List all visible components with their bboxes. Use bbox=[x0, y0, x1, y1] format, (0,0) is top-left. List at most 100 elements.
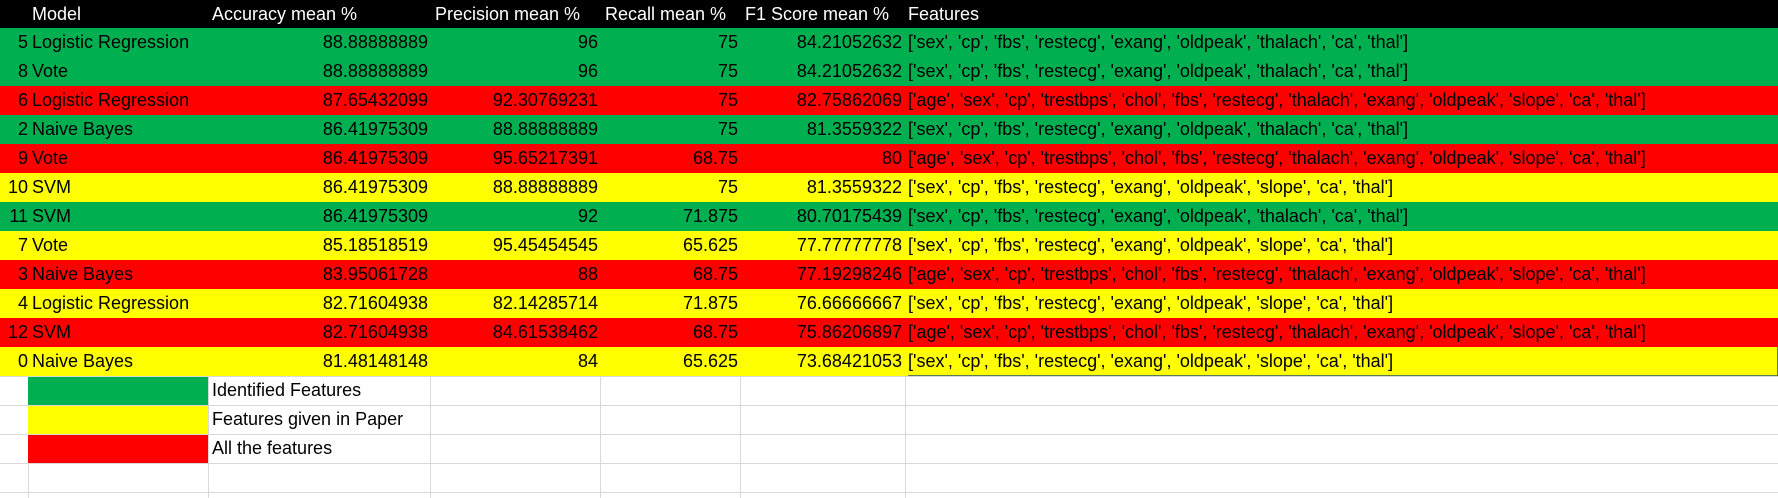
accuracy-cell[interactable]: 82.71604938 bbox=[322, 322, 428, 342]
header-row: Model Accuracy mean % Precision mean % R… bbox=[0, 0, 1778, 28]
model-cell[interactable]: Naive Bayes bbox=[32, 119, 134, 139]
row-index-cell[interactable]: 4 bbox=[17, 293, 28, 313]
legend-swatch-red bbox=[28, 435, 208, 463]
model-cell[interactable]: Vote bbox=[32, 148, 69, 168]
recall-cell[interactable]: 68.75 bbox=[692, 264, 738, 284]
precision-cell[interactable]: 92.30769231 bbox=[492, 90, 598, 110]
legend-label-all: All the features bbox=[212, 438, 333, 458]
accuracy-cell[interactable]: 81.48148148 bbox=[322, 351, 428, 371]
row-index-cell[interactable]: 11 bbox=[9, 206, 28, 226]
row-index-cell[interactable]: 6 bbox=[17, 90, 28, 110]
accuracy-cell[interactable]: 86.41975309 bbox=[322, 206, 428, 226]
recall-cell[interactable]: 75 bbox=[717, 61, 738, 81]
accuracy-cell[interactable]: 86.41975309 bbox=[322, 148, 428, 168]
precision-cell[interactable]: 92 bbox=[577, 206, 598, 226]
features-cell[interactable]: ['age', 'sex', 'cp', 'trestbps', 'chol',… bbox=[908, 264, 1646, 284]
precision-cell[interactable]: 96 bbox=[577, 61, 598, 81]
features-cell[interactable]: ['sex', 'cp', 'fbs', 'restecg', 'exang',… bbox=[908, 32, 1409, 52]
row-index-cell[interactable]: 0 bbox=[17, 351, 28, 371]
row-index-cell[interactable]: 2 bbox=[17, 119, 28, 139]
model-cell[interactable]: Naive Bayes bbox=[32, 351, 134, 371]
precision-cell[interactable]: 95.65217391 bbox=[492, 148, 598, 168]
f1-cell[interactable]: 73.68421053 bbox=[796, 351, 902, 371]
recall-cell[interactable]: 75 bbox=[717, 32, 738, 52]
model-cell[interactable]: Naive Bayes bbox=[32, 264, 134, 284]
model-cell[interactable]: Logistic Regression bbox=[32, 32, 190, 52]
table-row: 5 Logistic Regression 88.88888889 96 75 84.21… bbox=[0, 28, 1778, 57]
precision-cell[interactable]: 88.88888889 bbox=[492, 119, 598, 139]
row-index-cell[interactable]: 9 bbox=[17, 148, 28, 168]
recall-cell[interactable]: 75 bbox=[717, 177, 738, 197]
header-accuracy[interactable]: Accuracy mean % bbox=[212, 4, 358, 24]
model-cell[interactable]: SVM bbox=[32, 206, 72, 226]
row-index-cell[interactable]: 3 bbox=[17, 264, 28, 284]
features-cell[interactable]: ['sex', 'cp', 'fbs', 'restecg', 'exang',… bbox=[908, 347, 1778, 376]
model-cell[interactable]: Vote bbox=[32, 61, 69, 81]
model-cell[interactable]: Logistic Regression bbox=[32, 293, 190, 313]
table-row: 8 Vote 88.88888889 96 75 84.21052632 ['sex', '… bbox=[0, 57, 1778, 86]
header-features[interactable]: Features bbox=[908, 4, 980, 24]
header-precision[interactable]: Precision mean % bbox=[435, 4, 581, 24]
f1-cell[interactable]: 77.19298246 bbox=[796, 264, 902, 284]
f1-cell[interactable]: 81.3559322 bbox=[806, 119, 902, 139]
row-index-cell[interactable]: 7 bbox=[17, 235, 28, 255]
recall-cell[interactable]: 75 bbox=[717, 90, 738, 110]
model-cell[interactable]: Vote bbox=[32, 235, 69, 255]
header-model[interactable]: Model bbox=[32, 4, 82, 24]
f1-cell[interactable]: 75.86206897 bbox=[796, 322, 902, 342]
precision-cell[interactable]: 84 bbox=[577, 351, 598, 371]
row-index-cell[interactable]: 10 bbox=[7, 177, 28, 197]
f1-cell[interactable]: 76.66666667 bbox=[796, 293, 902, 313]
precision-cell[interactable]: 88.88888889 bbox=[492, 177, 598, 197]
table-row: 7 Vote 85.18518519 95.45454545 65.625 77.7777… bbox=[0, 231, 1778, 260]
features-cell[interactable]: ['sex', 'cp', 'fbs', 'restecg', 'exang',… bbox=[908, 119, 1409, 139]
header-recall[interactable]: Recall mean % bbox=[605, 4, 727, 24]
accuracy-cell[interactable]: 86.41975309 bbox=[322, 119, 428, 139]
features-cell[interactable]: ['sex', 'cp', 'fbs', 'restecg', 'exang',… bbox=[908, 235, 1394, 255]
precision-cell[interactable]: 82.14285714 bbox=[492, 293, 598, 313]
accuracy-cell[interactable]: 85.18518519 bbox=[322, 235, 428, 255]
recall-cell[interactable]: 68.75 bbox=[692, 322, 738, 342]
recall-cell[interactable]: 71.875 bbox=[682, 206, 738, 226]
precision-cell[interactable]: 88 bbox=[577, 264, 598, 284]
row-index-cell[interactable]: 5 bbox=[17, 32, 28, 52]
accuracy-cell[interactable]: 82.71604938 bbox=[322, 293, 428, 313]
legend-label-identified: Identified Features bbox=[212, 380, 362, 400]
legend-swatch-yellow bbox=[28, 406, 208, 434]
f1-cell[interactable]: 81.3559322 bbox=[806, 177, 902, 197]
table-row: 4 Logistic Regression 82.71604938 82.142857… bbox=[0, 289, 1778, 318]
f1-cell[interactable]: 84.21052632 bbox=[796, 32, 902, 52]
row-index-cell[interactable]: 8 bbox=[17, 61, 28, 81]
accuracy-cell[interactable]: 83.95061728 bbox=[322, 264, 428, 284]
model-cell[interactable]: SVM bbox=[32, 322, 72, 342]
model-cell[interactable]: Logistic Regression bbox=[32, 90, 190, 110]
recall-cell[interactable]: 75 bbox=[717, 119, 738, 139]
table-row: 11 SVM 86.41975309 92 71.875 80.70175439 ['sex… bbox=[0, 202, 1778, 231]
accuracy-cell[interactable]: 87.65432099 bbox=[322, 90, 428, 110]
accuracy-cell[interactable]: 86.41975309 bbox=[322, 177, 428, 197]
row-index-cell[interactable]: 12 bbox=[7, 322, 28, 342]
model-cell[interactable]: SVM bbox=[32, 177, 72, 197]
precision-cell[interactable]: 95.45454545 bbox=[492, 235, 598, 255]
f1-cell[interactable]: 80 bbox=[881, 148, 902, 168]
f1-cell[interactable]: 82.75862069 bbox=[796, 90, 902, 110]
accuracy-cell[interactable]: 88.88888889 bbox=[322, 32, 428, 52]
f1-cell[interactable]: 80.70175439 bbox=[796, 206, 902, 226]
features-cell[interactable]: ['sex', 'cp', 'fbs', 'restecg', 'exang',… bbox=[908, 61, 1409, 81]
accuracy-cell[interactable]: 88.88888889 bbox=[322, 61, 428, 81]
features-cell[interactable]: ['sex', 'cp', 'fbs', 'restecg', 'exang',… bbox=[908, 177, 1394, 197]
recall-cell[interactable]: 65.625 bbox=[682, 235, 738, 255]
f1-cell[interactable]: 77.77777778 bbox=[796, 235, 902, 255]
features-cell[interactable]: ['sex', 'cp', 'fbs', 'restecg', 'exang',… bbox=[908, 293, 1394, 313]
f1-cell[interactable]: 84.21052632 bbox=[796, 61, 902, 81]
features-cell[interactable]: ['age', 'sex', 'cp', 'trestbps', 'chol',… bbox=[908, 322, 1646, 342]
recall-cell[interactable]: 71.875 bbox=[682, 293, 738, 313]
features-cell[interactable]: ['age', 'sex', 'cp', 'trestbps', 'chol',… bbox=[908, 90, 1646, 110]
precision-cell[interactable]: 96 bbox=[577, 32, 598, 52]
precision-cell[interactable]: 84.61538462 bbox=[492, 322, 598, 342]
header-f1[interactable]: F1 Score mean % bbox=[745, 4, 890, 24]
features-cell[interactable]: ['sex', 'cp', 'fbs', 'restecg', 'exang',… bbox=[908, 206, 1409, 226]
recall-cell[interactable]: 68.75 bbox=[692, 148, 738, 168]
features-cell[interactable]: ['age', 'sex', 'cp', 'trestbps', 'chol',… bbox=[908, 148, 1646, 168]
recall-cell[interactable]: 65.625 bbox=[682, 351, 738, 371]
